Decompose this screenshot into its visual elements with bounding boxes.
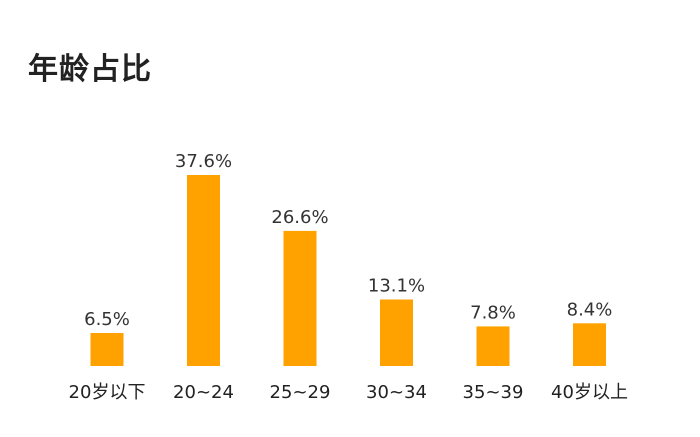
bar-4 [476, 326, 510, 366]
chart-title: 年龄占比 [28, 52, 152, 87]
category-label-0: 20岁以下 [69, 382, 146, 403]
data-label-5: 8.4% [567, 299, 613, 320]
data-label-0: 6.5% [84, 309, 130, 330]
bar-2 [283, 230, 317, 366]
data-label-1: 37.6% [175, 151, 232, 172]
data-label-4: 7.8% [470, 302, 516, 323]
category-label-1: 20~24 [173, 382, 234, 403]
data-label-2: 26.6% [271, 207, 328, 228]
bar-0 [90, 333, 124, 366]
category-label-2: 25~29 [270, 382, 331, 403]
bar-5 [573, 323, 606, 366]
bar-3 [380, 299, 413, 366]
data-label-3: 13.1% [368, 276, 425, 297]
category-label-4: 35~39 [463, 382, 524, 403]
category-label-5: 40岁以上 [551, 382, 628, 403]
bar-1 [187, 175, 220, 366]
category-label-3: 30~34 [366, 382, 427, 403]
